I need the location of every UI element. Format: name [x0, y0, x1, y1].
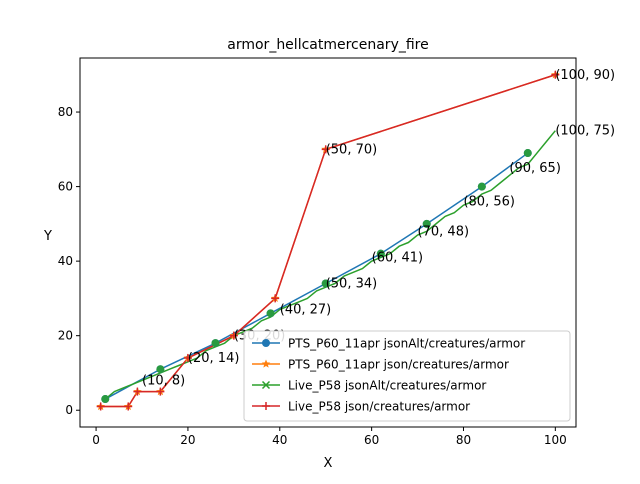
data-point-overlay: [266, 309, 275, 318]
legend-swatch-marker: [262, 339, 270, 347]
annotation-label: (70, 48): [418, 224, 470, 239]
x-tick-label: 20: [180, 433, 195, 447]
annotation-label: (100, 90): [555, 68, 615, 83]
plot-area-frame: [79, 57, 577, 428]
x-tick-label: 80: [456, 433, 471, 447]
data-point-3: [133, 387, 142, 396]
legend-entry: PTS_P60_11apr jsonAlt/creatures/armor: [288, 337, 525, 351]
legend-entry: Live_P58 json/creatures/armor: [288, 400, 470, 414]
chart-title: armor_hellcatmercenary_fire: [227, 37, 428, 53]
data-point-overlay: [523, 149, 532, 158]
data-point-overlay: [321, 279, 330, 288]
data-point-overlay: [422, 219, 431, 228]
series-markers: [96, 70, 560, 411]
axis-ticks: 0 20 40 60 80 100 0 20 40 60 80: [58, 105, 567, 447]
annotation-label: (10, 8): [142, 373, 185, 388]
data-point-3: [183, 354, 192, 363]
y-axis-label: Y: [43, 229, 52, 244]
y-tick-label: 60: [58, 180, 73, 194]
annotation-label: (40, 27): [280, 303, 332, 318]
data-point-3: [271, 294, 280, 303]
legend-swatch-marker: [261, 359, 271, 368]
annotation-label: (90, 65): [509, 161, 561, 176]
legend-entry: Live_P58 jsonAlt/creatures/armor: [288, 379, 486, 393]
legend-swatch-marker: [262, 402, 270, 410]
x-tick-label: 60: [364, 433, 379, 447]
x-tick-label: 40: [272, 433, 287, 447]
data-point-overlay: [101, 395, 110, 404]
annotation-label: (20, 14): [188, 351, 240, 366]
y-tick-label: 80: [58, 105, 73, 119]
data-point-3: [229, 331, 238, 340]
legend-box: [243, 330, 571, 422]
data-point-overlay: [376, 249, 385, 258]
data-point-3: [96, 402, 105, 411]
legend: PTS_P60_11apr jsonAlt/creatures/armor PTS…: [243, 330, 571, 422]
data-point-3: [156, 387, 165, 396]
legend-entry: PTS_P60_11apr json/creatures/armor: [288, 358, 509, 372]
data-point-overlay: [477, 182, 486, 191]
y-tick-label: 20: [58, 329, 73, 343]
data-point-3: [321, 145, 330, 154]
x-tick-label: 100: [544, 433, 567, 447]
y-tick-label: 0: [65, 403, 73, 417]
annotation-label: (100, 75): [555, 124, 615, 139]
y-tick-label: 40: [58, 254, 73, 268]
x-tick-label: 0: [92, 433, 100, 447]
data-point-3: [124, 402, 133, 411]
annotation-label: (50, 70): [326, 142, 378, 157]
annotation-label: (80, 56): [463, 195, 514, 210]
data-point-3: [551, 70, 560, 79]
data-point-overlay: [156, 365, 165, 374]
x-axis-label: X: [324, 456, 333, 471]
data-point-overlay: [211, 339, 220, 348]
legend-swatch-marker: [261, 380, 271, 390]
annotation-label: (60, 41): [372, 250, 424, 265]
annotation-label: (50, 34): [326, 277, 378, 292]
